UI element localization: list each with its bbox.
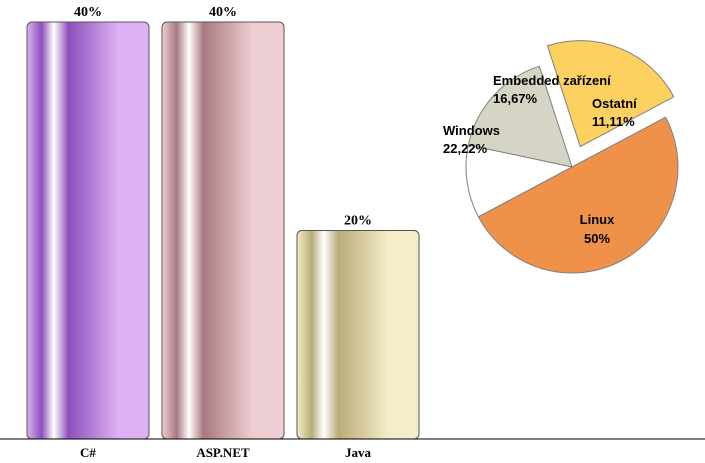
pie-slice-linux — [477, 116, 679, 274]
bar-java — [296, 230, 420, 440]
bar-value-label-java: 20% — [344, 214, 372, 229]
bar-value-label-c: 40% — [74, 5, 102, 20]
pie-value-label-embedded-za-zen: 16,67% — [493, 91, 538, 106]
pie-label-linux: Linux — [580, 212, 615, 227]
bar-c — [26, 21, 150, 440]
pie-slice-ostatn — [465, 144, 574, 218]
pie-value-label-linux: 50% — [584, 231, 610, 246]
pie-slice-windows — [546, 40, 675, 148]
category-label-java: Java — [345, 445, 372, 460]
pie-chart: Linux 50% Windows 22,22% Embedded zařízení 16… — [443, 40, 679, 274]
category-label-asp-net: ASP.NET — [196, 445, 250, 460]
pie-value-label-windows: 22,22% — [443, 141, 488, 156]
pie-label-windows: Windows — [443, 123, 500, 138]
bar-asp-net — [161, 21, 285, 440]
pie-value-label-ostatn: 11,11% — [592, 114, 635, 129]
bar-value-label-asp-net: 40% — [209, 5, 237, 20]
pie-slice-embedded-za-zen — [467, 65, 573, 168]
category-label-c: C# — [80, 445, 96, 460]
pie-label-ostatn: Ostatní — [592, 96, 637, 111]
pie-label-embedded-za-zen: Embedded zařízení — [493, 73, 611, 88]
bar-chart: 40% C# 40% ASP.NET 20% Java — [26, 5, 420, 460]
